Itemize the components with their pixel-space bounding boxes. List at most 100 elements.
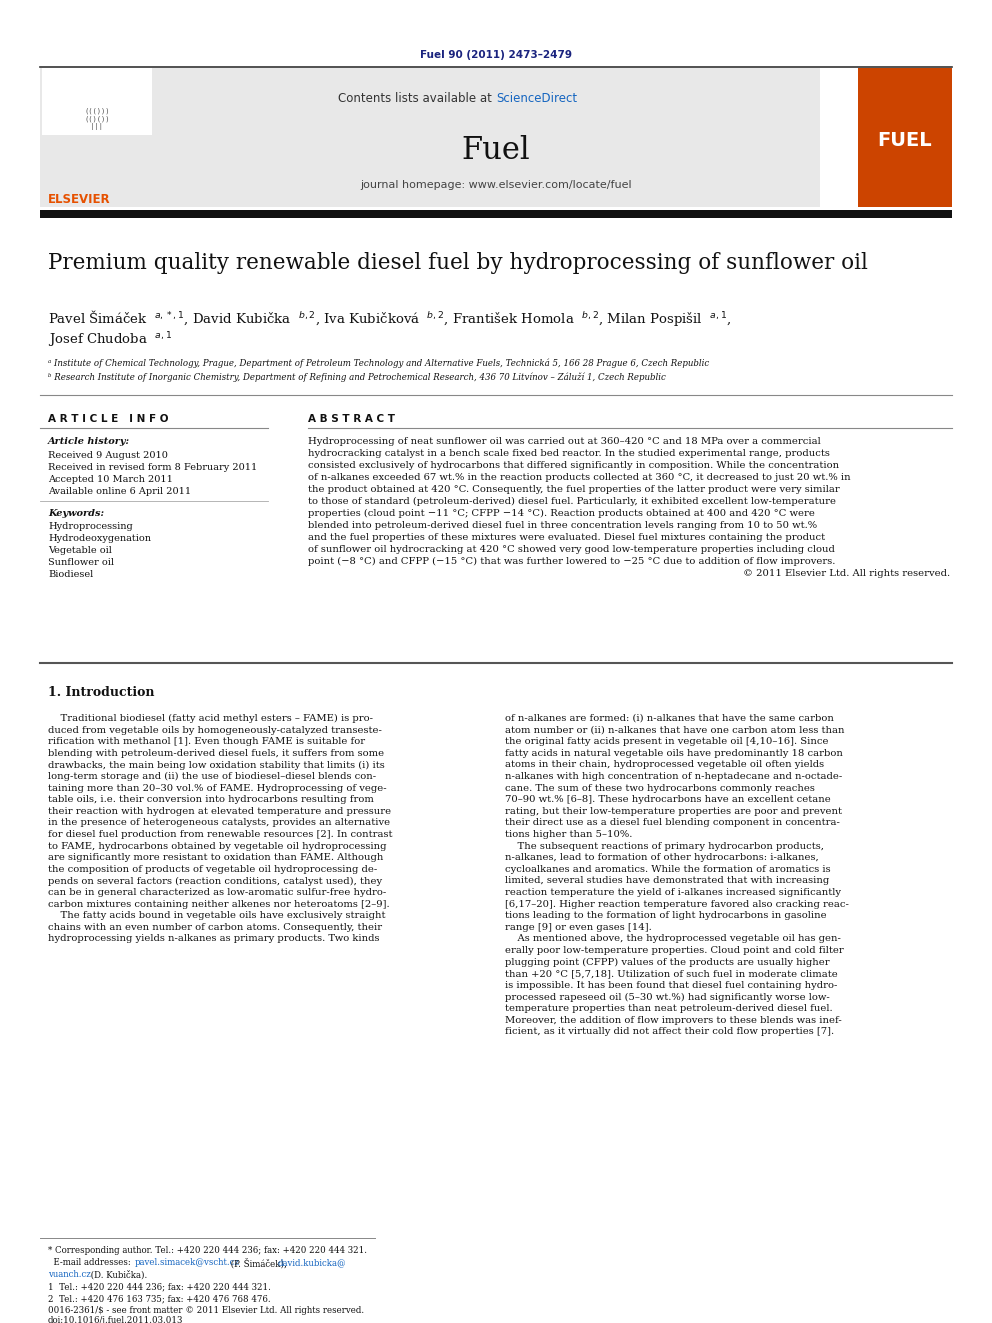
Text: limited, several studies have demonstrated that with increasing: limited, several studies have demonstrat… — [505, 876, 829, 885]
Text: and the fuel properties of these mixtures were evaluated. Diesel fuel mixtures c: and the fuel properties of these mixture… — [308, 533, 825, 542]
Text: table oils, i.e. their conversion into hydrocarbons resulting from: table oils, i.e. their conversion into h… — [48, 795, 374, 804]
Text: ficient, as it virtually did not affect their cold flow properties [7].: ficient, as it virtually did not affect … — [505, 1027, 834, 1036]
Text: 1  Tel.: +420 220 444 236; fax: +420 220 444 321.: 1 Tel.: +420 220 444 236; fax: +420 220 … — [48, 1282, 271, 1291]
Text: Pavel Šimáček  $^{a,*,1}$, David Kubička  $^{b,2}$, Iva Kubičková  $^{b,2}$, Fra: Pavel Šimáček $^{a,*,1}$, David Kubička … — [48, 308, 731, 328]
Text: Fuel: Fuel — [461, 135, 531, 165]
Text: pends on several factors (reaction conditions, catalyst used), they: pends on several factors (reaction condi… — [48, 876, 382, 885]
Text: Contents lists available at: Contents lists available at — [338, 93, 496, 105]
Text: ScienceDirect: ScienceDirect — [496, 93, 577, 105]
Text: Received in revised form 8 February 2011: Received in revised form 8 February 2011 — [48, 463, 257, 472]
Text: pavel.simacek@vscht.cz: pavel.simacek@vscht.cz — [135, 1258, 240, 1267]
Text: tions higher than 5–10%.: tions higher than 5–10%. — [505, 830, 632, 839]
Text: drawbacks, the main being low oxidation stability that limits (i) its: drawbacks, the main being low oxidation … — [48, 761, 385, 770]
Text: reaction temperature the yield of i-alkanes increased significantly: reaction temperature the yield of i-alka… — [505, 888, 841, 897]
Text: As mentioned above, the hydroprocessed vegetable oil has gen-: As mentioned above, the hydroprocessed v… — [505, 934, 841, 943]
Text: A B S T R A C T: A B S T R A C T — [308, 414, 395, 423]
Text: The fatty acids bound in vegetable oils have exclusively straight: The fatty acids bound in vegetable oils … — [48, 912, 386, 921]
Text: Fuel 90 (2011) 2473–2479: Fuel 90 (2011) 2473–2479 — [420, 50, 572, 60]
Text: are significantly more resistant to oxidation than FAME. Although: are significantly more resistant to oxid… — [48, 853, 383, 863]
Text: of n-alkanes are formed: (i) n-alkanes that have the same carbon: of n-alkanes are formed: (i) n-alkanes t… — [505, 714, 834, 722]
Bar — [42, 67, 152, 135]
Text: of n-alkanes exceeded 67 wt.% in the reaction products collected at 360 °C, it d: of n-alkanes exceeded 67 wt.% in the rea… — [308, 474, 850, 482]
Text: consisted exclusively of hydrocarbons that differed significantly in composition: consisted exclusively of hydrocarbons th… — [308, 460, 839, 470]
Text: is impossible. It has been found that diesel fuel containing hydro-: is impossible. It has been found that di… — [505, 980, 837, 990]
Text: erally poor low-temperature properties. Cloud point and cold filter: erally poor low-temperature properties. … — [505, 946, 844, 955]
Text: Hydroprocessing: Hydroprocessing — [48, 523, 133, 531]
Text: than +20 °C [5,7,18]. Utilization of such fuel in moderate climate: than +20 °C [5,7,18]. Utilization of suc… — [505, 970, 838, 978]
Text: Received 9 August 2010: Received 9 August 2010 — [48, 451, 168, 460]
Text: rating, but their low-temperature properties are poor and prevent: rating, but their low-temperature proper… — [505, 807, 842, 816]
Text: fatty acids in natural vegetable oils have predominantly 18 carbon: fatty acids in natural vegetable oils ha… — [505, 749, 843, 758]
Text: atom number or (ii) n-alkanes that have one carbon atom less than: atom number or (ii) n-alkanes that have … — [505, 725, 844, 734]
Text: Keywords:: Keywords: — [48, 509, 104, 519]
Text: cycloalkanes and aromatics. While the formation of aromatics is: cycloalkanes and aromatics. While the fo… — [505, 865, 830, 873]
Text: Biodiesel: Biodiesel — [48, 570, 93, 579]
Text: Hydroprocessing of neat sunflower oil was carried out at 360–420 °C and 18 MPa o: Hydroprocessing of neat sunflower oil wa… — [308, 437, 820, 446]
Text: hydroprocessing yields n-alkanes as primary products. Two kinds: hydroprocessing yields n-alkanes as prim… — [48, 934, 380, 943]
Text: ᵃ Institute of Chemical Technology, Prague, Department of Petroleum Technology a: ᵃ Institute of Chemical Technology, Prag… — [48, 359, 709, 368]
Text: 70–90 wt.% [6–8]. These hydrocarbons have an excellent cetane: 70–90 wt.% [6–8]. These hydrocarbons hav… — [505, 795, 830, 804]
Text: the product obtained at 420 °C. Consequently, the fuel properties of the latter : the product obtained at 420 °C. Conseque… — [308, 486, 840, 493]
Text: for diesel fuel production from renewable resources [2]. In contrast: for diesel fuel production from renewabl… — [48, 830, 393, 839]
Text: Josef Chudoba  $^{a,1}$: Josef Chudoba $^{a,1}$ — [48, 329, 173, 349]
Text: can be in general characterized as low-aromatic sulfur-free hydro-: can be in general characterized as low-a… — [48, 888, 386, 897]
Text: (D. Kubička).: (D. Kubička). — [88, 1270, 147, 1279]
Text: to FAME, hydrocarbons obtained by vegetable oil hydroprocessing: to FAME, hydrocarbons obtained by vegeta… — [48, 841, 387, 851]
Text: chains with an even number of carbon atoms. Consequently, their: chains with an even number of carbon ato… — [48, 923, 382, 931]
Text: hydrocracking catalyst in a bench scale fixed bed reactor. In the studied experi: hydrocracking catalyst in a bench scale … — [308, 448, 830, 458]
Text: in the presence of heterogeneous catalysts, provides an alternative: in the presence of heterogeneous catalys… — [48, 819, 390, 827]
Bar — [40, 210, 952, 218]
Text: Article history:: Article history: — [48, 437, 130, 446]
Text: doi:10.1016/j.fuel.2011.03.013: doi:10.1016/j.fuel.2011.03.013 — [48, 1316, 184, 1323]
Text: Hydrodeoxygenation: Hydrodeoxygenation — [48, 534, 151, 542]
Text: tions leading to the formation of light hydrocarbons in gasoline: tions leading to the formation of light … — [505, 912, 826, 921]
Text: blended into petroleum-derived diesel fuel in three concentration levels ranging: blended into petroleum-derived diesel fu… — [308, 521, 817, 531]
Text: ᵇ Research Institute of Inorganic Chemistry, Department of Refining and Petroche: ᵇ Research Institute of Inorganic Chemis… — [48, 372, 666, 381]
Text: plugging point (CFPP) values of the products are usually higher: plugging point (CFPP) values of the prod… — [505, 958, 829, 967]
Text: ELSEVIER: ELSEVIER — [48, 193, 111, 206]
Bar — [40, 67, 820, 206]
Text: Available online 6 April 2011: Available online 6 April 2011 — [48, 487, 191, 496]
Text: processed rapeseed oil (5–30 wt.%) had significantly worse low-: processed rapeseed oil (5–30 wt.%) had s… — [505, 992, 829, 1002]
Text: n-alkanes with high concentration of n-heptadecane and n-octade-: n-alkanes with high concentration of n-h… — [505, 773, 842, 781]
Text: point (−8 °C) and CFPP (−15 °C) that was further lowered to −25 °C due to additi: point (−8 °C) and CFPP (−15 °C) that was… — [308, 557, 835, 566]
Text: FUEL: FUEL — [878, 131, 932, 149]
Text: properties (cloud point −11 °C; CFPP −14 °C). Reaction products obtained at 400 : properties (cloud point −11 °C; CFPP −14… — [308, 509, 814, 519]
Text: ((()))
(()())
 |||: ((())) (()()) ||| — [84, 108, 110, 130]
Text: Traditional biodiesel (fatty acid methyl esters – FAME) is pro-: Traditional biodiesel (fatty acid methyl… — [48, 714, 373, 724]
Text: 0016-2361/$ - see front matter © 2011 Elsevier Ltd. All rights reserved.: 0016-2361/$ - see front matter © 2011 El… — [48, 1306, 364, 1315]
Text: david.kubicka@: david.kubicka@ — [278, 1258, 346, 1267]
Text: cane. The sum of these two hydrocarbons commonly reaches: cane. The sum of these two hydrocarbons … — [505, 783, 814, 792]
Text: to those of standard (petroleum-derived) diesel fuel. Particularly, it exhibited: to those of standard (petroleum-derived)… — [308, 497, 836, 507]
Text: blending with petroleum-derived diesel fuels, it suffers from some: blending with petroleum-derived diesel f… — [48, 749, 384, 758]
Text: atoms in their chain, hydroprocessed vegetable oil often yields: atoms in their chain, hydroprocessed veg… — [505, 761, 824, 770]
Text: carbon mixtures containing neither alkenes nor heteroatoms [2–9].: carbon mixtures containing neither alken… — [48, 900, 390, 909]
Text: Accepted 10 March 2011: Accepted 10 March 2011 — [48, 475, 173, 484]
Text: the composition of products of vegetable oil hydroprocessing de-: the composition of products of vegetable… — [48, 865, 377, 873]
Text: 2  Tel.: +420 476 163 735; fax: +420 476 768 476.: 2 Tel.: +420 476 163 735; fax: +420 476 … — [48, 1294, 271, 1303]
Text: (P. Šimáček),: (P. Šimáček), — [228, 1258, 290, 1269]
Text: taining more than 20–30 vol.% of FAME. Hydroprocessing of vege-: taining more than 20–30 vol.% of FAME. H… — [48, 783, 387, 792]
Text: duced from vegetable oils by homogeneously-catalyzed transeste-: duced from vegetable oils by homogeneous… — [48, 725, 382, 734]
Text: * Corresponding author. Tel.: +420 220 444 236; fax: +420 220 444 321.: * Corresponding author. Tel.: +420 220 4… — [48, 1246, 367, 1256]
Text: 1. Introduction: 1. Introduction — [48, 687, 155, 699]
Text: E-mail addresses:: E-mail addresses: — [48, 1258, 134, 1267]
Text: [6,17–20]. Higher reaction temperature favored also cracking reac-: [6,17–20]. Higher reaction temperature f… — [505, 900, 849, 909]
Text: journal homepage: www.elsevier.com/locate/fuel: journal homepage: www.elsevier.com/locat… — [360, 180, 632, 191]
Text: rification with methanol [1]. Even though FAME is suitable for: rification with methanol [1]. Even thoug… — [48, 737, 365, 746]
Text: Premium quality renewable diesel fuel by hydroprocessing of sunflower oil: Premium quality renewable diesel fuel by… — [48, 251, 868, 274]
Text: temperature properties than neat petroleum-derived diesel fuel.: temperature properties than neat petrole… — [505, 1004, 832, 1013]
Text: n-alkanes, lead to formation of other hydrocarbons: i-alkanes,: n-alkanes, lead to formation of other hy… — [505, 853, 818, 863]
Text: The subsequent reactions of primary hydrocarbon products,: The subsequent reactions of primary hydr… — [505, 841, 824, 851]
Text: Vegetable oil: Vegetable oil — [48, 546, 112, 556]
Text: long-term storage and (ii) the use of biodiesel–diesel blends con-: long-term storage and (ii) the use of bi… — [48, 773, 376, 781]
Text: Sunflower oil: Sunflower oil — [48, 558, 114, 568]
Text: A R T I C L E   I N F O: A R T I C L E I N F O — [48, 414, 169, 423]
Text: of sunflower oil hydrocracking at 420 °C showed very good low-temperature proper: of sunflower oil hydrocracking at 420 °C… — [308, 545, 835, 554]
Text: © 2011 Elsevier Ltd. All rights reserved.: © 2011 Elsevier Ltd. All rights reserved… — [743, 569, 950, 578]
Text: their direct use as a diesel fuel blending component in concentra-: their direct use as a diesel fuel blendi… — [505, 819, 840, 827]
Text: the original fatty acids present in vegetable oil [4,10–16]. Since: the original fatty acids present in vege… — [505, 737, 828, 746]
Bar — [858, 67, 952, 206]
Text: range [9] or even gases [14].: range [9] or even gases [14]. — [505, 923, 652, 931]
Text: vuanch.cz: vuanch.cz — [48, 1270, 91, 1279]
